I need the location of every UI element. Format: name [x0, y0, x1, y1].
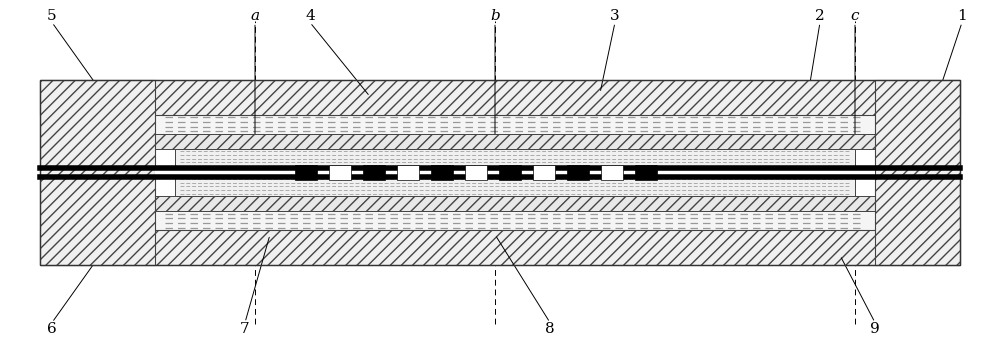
- Bar: [295, 165, 317, 180]
- Bar: [601, 165, 623, 180]
- Text: 1: 1: [957, 9, 967, 22]
- Bar: [397, 165, 419, 180]
- Text: 6: 6: [47, 323, 57, 336]
- Bar: [155, 168, 875, 177]
- Text: 2: 2: [815, 9, 825, 22]
- Bar: [155, 196, 875, 211]
- Text: c: c: [851, 9, 859, 22]
- Text: 9: 9: [870, 323, 880, 336]
- Text: 4: 4: [305, 9, 315, 22]
- Bar: [363, 165, 385, 180]
- Bar: [533, 165, 555, 180]
- Text: b: b: [490, 9, 500, 22]
- Bar: [40, 80, 960, 115]
- Bar: [40, 230, 960, 265]
- Bar: [499, 165, 521, 180]
- Bar: [40, 80, 155, 265]
- Bar: [635, 165, 657, 180]
- Text: 8: 8: [545, 323, 555, 336]
- Bar: [175, 149, 855, 168]
- Text: 7: 7: [240, 323, 250, 336]
- Text: a: a: [250, 9, 260, 22]
- Bar: [155, 115, 875, 134]
- Text: 5: 5: [47, 9, 57, 22]
- Text: 3: 3: [610, 9, 620, 22]
- Bar: [875, 80, 960, 265]
- Bar: [155, 211, 875, 230]
- Bar: [465, 165, 487, 180]
- Bar: [155, 134, 875, 149]
- Bar: [431, 165, 453, 180]
- Bar: [329, 165, 351, 180]
- Bar: [567, 165, 589, 180]
- Bar: [175, 177, 855, 196]
- Bar: [40, 80, 960, 265]
